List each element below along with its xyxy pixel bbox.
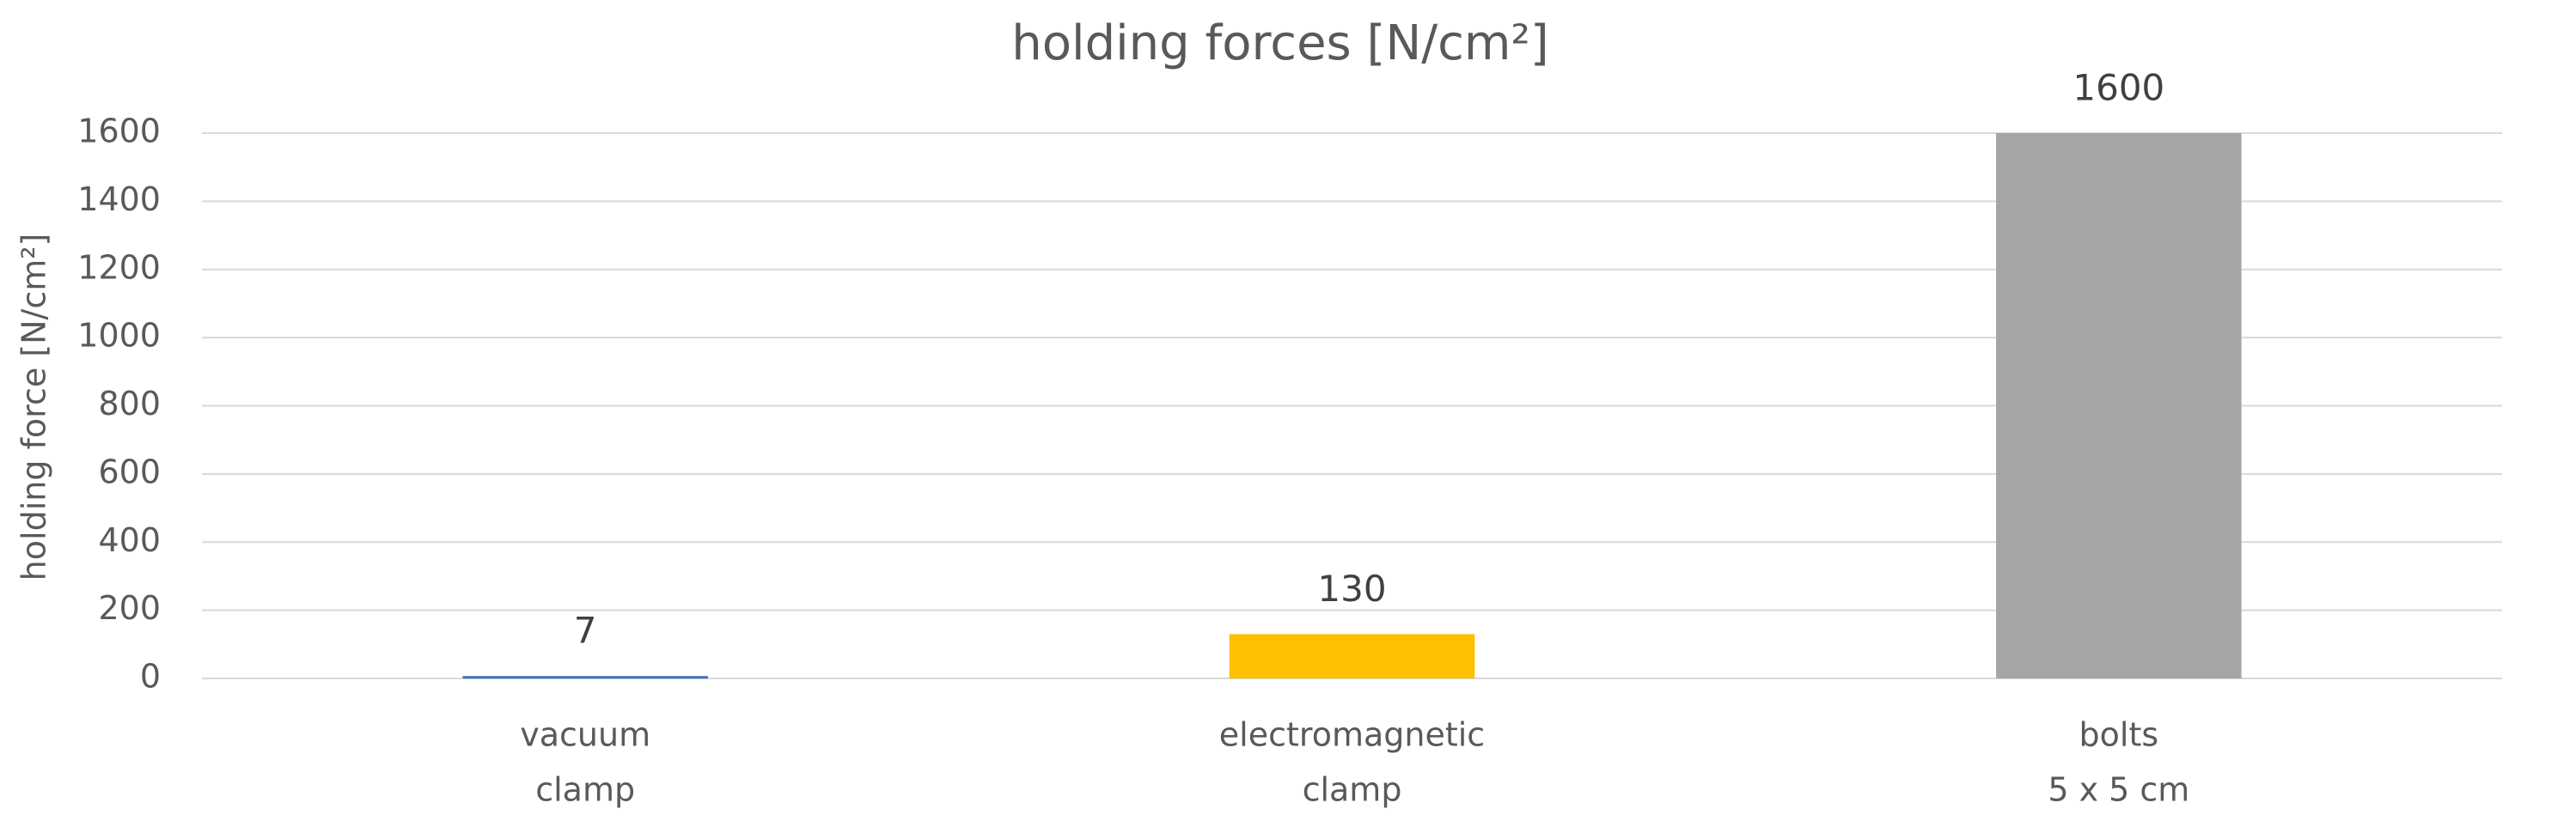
x-tick-label: clamp: [535, 771, 635, 809]
y-tick-label: 1400: [77, 180, 161, 218]
y-tick-label: 0: [140, 658, 161, 696]
y-axis-label: holding force [N/cm²]: [15, 234, 53, 581]
y-tick-label: 600: [98, 453, 161, 490]
y-tick-label: 1000: [77, 317, 161, 355]
bar: [1229, 634, 1475, 678]
x-tick-label: bolts: [2079, 716, 2159, 754]
y-tick-label: 800: [98, 385, 161, 423]
y-tick-label: 1200: [77, 248, 161, 286]
x-tick-label: electromagnetic: [1219, 716, 1485, 754]
x-tick-label: vacuum: [520, 716, 650, 754]
bar: [462, 676, 708, 679]
x-tick-label: 5 x 5 cm: [2048, 771, 2189, 809]
data-label: 130: [1317, 568, 1386, 610]
y-tick-label: 200: [98, 589, 161, 627]
y-tick-label: 1600: [77, 112, 161, 150]
data-label: 7: [574, 610, 597, 652]
bar: [1996, 133, 2242, 678]
data-label: 1600: [2072, 67, 2164, 109]
chart-title: holding forces [N/cm²]: [1011, 15, 1549, 71]
y-tick-label: 400: [98, 521, 161, 559]
x-tick-label: clamp: [1303, 771, 1402, 809]
